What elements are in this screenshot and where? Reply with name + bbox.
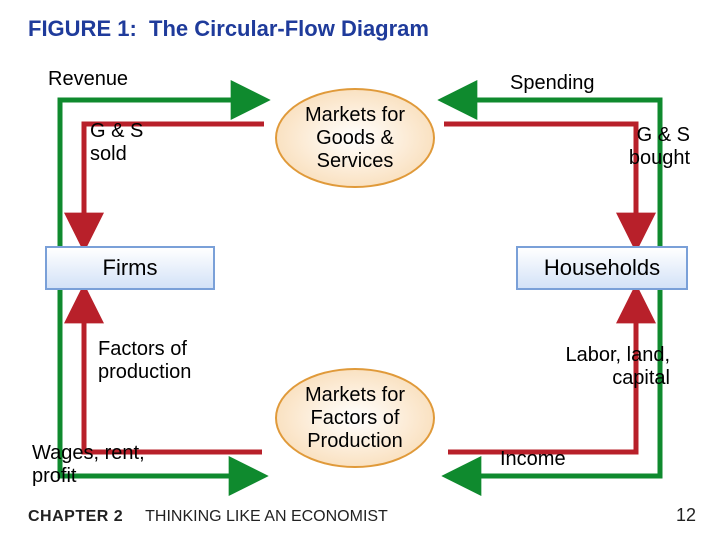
page-number: 12 bbox=[676, 505, 696, 526]
node-label: Markets forGoods &Services bbox=[305, 104, 405, 173]
footer-chapter: CHAPTER 2 bbox=[28, 508, 123, 525]
label-labor-land-capital: Labor, land,capital bbox=[500, 344, 670, 390]
slide-footer: CHAPTER 2 THINKING LIKE AN ECONOMIST bbox=[28, 508, 388, 526]
node-households: Households bbox=[516, 246, 688, 290]
footer-subtitle: THINKING LIKE AN ECONOMIST bbox=[145, 508, 388, 525]
label-income: Income bbox=[500, 448, 620, 471]
node-label: Households bbox=[544, 255, 660, 281]
node-markets-factors-production: Markets forFactors ofProduction bbox=[275, 368, 435, 468]
label-gs-sold: G & Ssold bbox=[90, 120, 190, 166]
label-wages-rent-profit: Wages, rent,profit bbox=[32, 442, 202, 488]
label-revenue: Revenue bbox=[48, 68, 168, 91]
label-gs-bought: G & Sbought bbox=[560, 124, 690, 170]
label-spending: Spending bbox=[510, 72, 650, 95]
label-factors-of-production: Factors ofproduction bbox=[98, 338, 248, 384]
node-label: Markets forFactors ofProduction bbox=[305, 384, 405, 453]
node-firms: Firms bbox=[45, 246, 215, 290]
node-markets-goods-services: Markets forGoods &Services bbox=[275, 88, 435, 188]
node-label: Firms bbox=[103, 255, 158, 281]
